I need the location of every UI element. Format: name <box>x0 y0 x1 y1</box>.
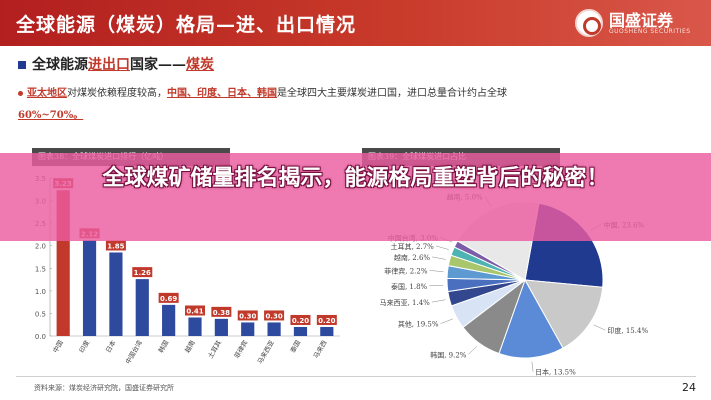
divider <box>16 376 696 377</box>
pie-leader-line <box>440 318 453 324</box>
bar <box>82 240 97 336</box>
bar <box>109 252 123 336</box>
bar-label-box <box>211 306 232 317</box>
x-tick-label: 泰国 <box>288 339 302 355</box>
pie-label: 韩国, 9.2% <box>430 350 467 359</box>
brand-icon <box>575 9 603 37</box>
x-tick-label: 中国台湾 <box>123 338 144 365</box>
x-tick-label: 土耳其 <box>206 338 224 360</box>
brand-name: 国盛证券 <box>609 11 674 30</box>
y-tick-label: 2.0 <box>35 243 46 251</box>
bar-label-box <box>132 267 153 278</box>
bar-label-box <box>264 310 285 321</box>
pie-leader-line <box>593 324 606 331</box>
bar-value-label: 0.41 <box>186 307 203 315</box>
page-number: 24 <box>682 381 696 394</box>
headline-text: 全球煤矿储量排名揭示，能源格局重塑背后的秘密！ <box>102 166 609 191</box>
bar-label-box <box>158 292 179 303</box>
x-tick-label: 日本 <box>103 338 118 354</box>
bar <box>293 326 308 336</box>
pie-slice <box>524 279 604 349</box>
y-tick-label: 0.5 <box>35 310 46 318</box>
bar <box>188 317 202 336</box>
pie-label: 马来西亚, 1.4% <box>380 299 431 307</box>
x-tick-label: 马来西亚 <box>256 339 276 366</box>
section-title-mid: 国家—— <box>130 57 186 73</box>
pie-leader-line <box>431 299 446 303</box>
brand-subtitle: GUOSHENG SECURITIES <box>609 28 691 35</box>
bar-value-label: 0.69 <box>160 295 177 303</box>
section-title-highlight: 进出口 <box>88 57 130 73</box>
bar-value-label: 0.38 <box>213 309 230 317</box>
bar <box>135 279 149 336</box>
x-tick-label: 中国 <box>51 339 65 355</box>
body-highlight-region: 亚太地区 <box>27 88 67 99</box>
body-highlight-percent: 60%~70%。 <box>18 110 84 121</box>
bar-value-label: 1.85 <box>107 242 124 250</box>
section-title-highlight-2: 煤炭 <box>186 57 214 73</box>
x-tick-label: 越南 <box>182 338 197 354</box>
pie-label: 越南, 2.6% <box>394 253 431 262</box>
bar <box>214 318 228 336</box>
bar-label-box <box>316 314 337 325</box>
y-tick-label: 0.0 <box>35 333 46 341</box>
pie-leader-line <box>435 245 449 250</box>
bar-value-label: 0.20 <box>318 317 335 325</box>
slide-title: 全球能源（煤炭）格局—进、出口情况 <box>16 14 357 36</box>
pie-label: 菲律宾, 2.2% <box>384 267 428 276</box>
pie-leader-line <box>429 270 444 272</box>
x-tick-label: 菲律宾 <box>232 338 250 360</box>
pie-leader-line <box>432 256 446 260</box>
bar <box>241 322 255 336</box>
bar-label-box <box>185 305 205 316</box>
brand-logo: 国盛证券 GUOSHENG SECURITIES <box>575 7 695 39</box>
body-text-line-1: 亚太地区对煤炭依赖程度较高，中国、印度、日本、韩国是全球四大主要煤炭进口国，进口… <box>18 84 507 99</box>
pie-leader-line <box>429 284 444 287</box>
bar-label-box <box>237 310 258 321</box>
bar <box>267 322 281 336</box>
header-bar: 全球能源（煤炭）格局—进、出口情况 国盛证券 GUOSHENG SECURITI… <box>0 0 711 46</box>
y-tick-label: 1.5 <box>35 265 46 273</box>
bar-value-label: 0.20 <box>292 317 309 325</box>
x-tick-label: 马来西 <box>312 339 329 360</box>
body-highlight-countries: 中国、印度、日本、韩国 <box>167 88 277 99</box>
pie-leader-line <box>531 361 534 372</box>
pie-label: 印度, 15.4% <box>607 326 648 335</box>
bar <box>320 326 334 336</box>
section-title-prefix: 全球能源 <box>32 57 88 73</box>
pie-slice <box>498 278 564 359</box>
pie-label: 日本, 13.5% <box>535 368 576 376</box>
bar-value-label: 0.30 <box>265 312 282 320</box>
body-text-line-2: 60%~70%。 <box>18 106 83 121</box>
pie-leader-line <box>468 346 477 355</box>
pie-label: 土耳其, 2.7% <box>391 242 435 251</box>
x-tick-label: 韩国 <box>156 339 170 355</box>
x-tick-label: 印度 <box>77 338 92 354</box>
bar-label-box <box>290 314 311 325</box>
section-title: 全球能源进出口国家——煤炭 <box>18 54 214 74</box>
bar-label-box <box>105 240 126 251</box>
square-bullet-icon <box>18 61 26 69</box>
pie-label: 泰国, 1.8% <box>391 282 428 291</box>
headline-banner: 全球煤矿储量排名揭示，能源格局重塑背后的秘密！ <box>0 153 711 241</box>
bullet-dot-icon <box>18 91 23 96</box>
source-note: 资料来源：煤炭经济研究院，国盛证券研究所 <box>34 384 174 392</box>
bar-value-label: 1.26 <box>134 269 151 277</box>
body-text: 对煤炭依赖程度较高， <box>67 88 167 99</box>
pie-label: 其他, 19.5% <box>398 320 439 329</box>
bar-value-label: 0.30 <box>239 312 256 320</box>
body-text-2: 是全球四大主要煤炭进口国，进口总量合计约占全球 <box>277 88 507 99</box>
y-tick-label: 1.0 <box>35 288 46 296</box>
bar <box>162 304 176 336</box>
